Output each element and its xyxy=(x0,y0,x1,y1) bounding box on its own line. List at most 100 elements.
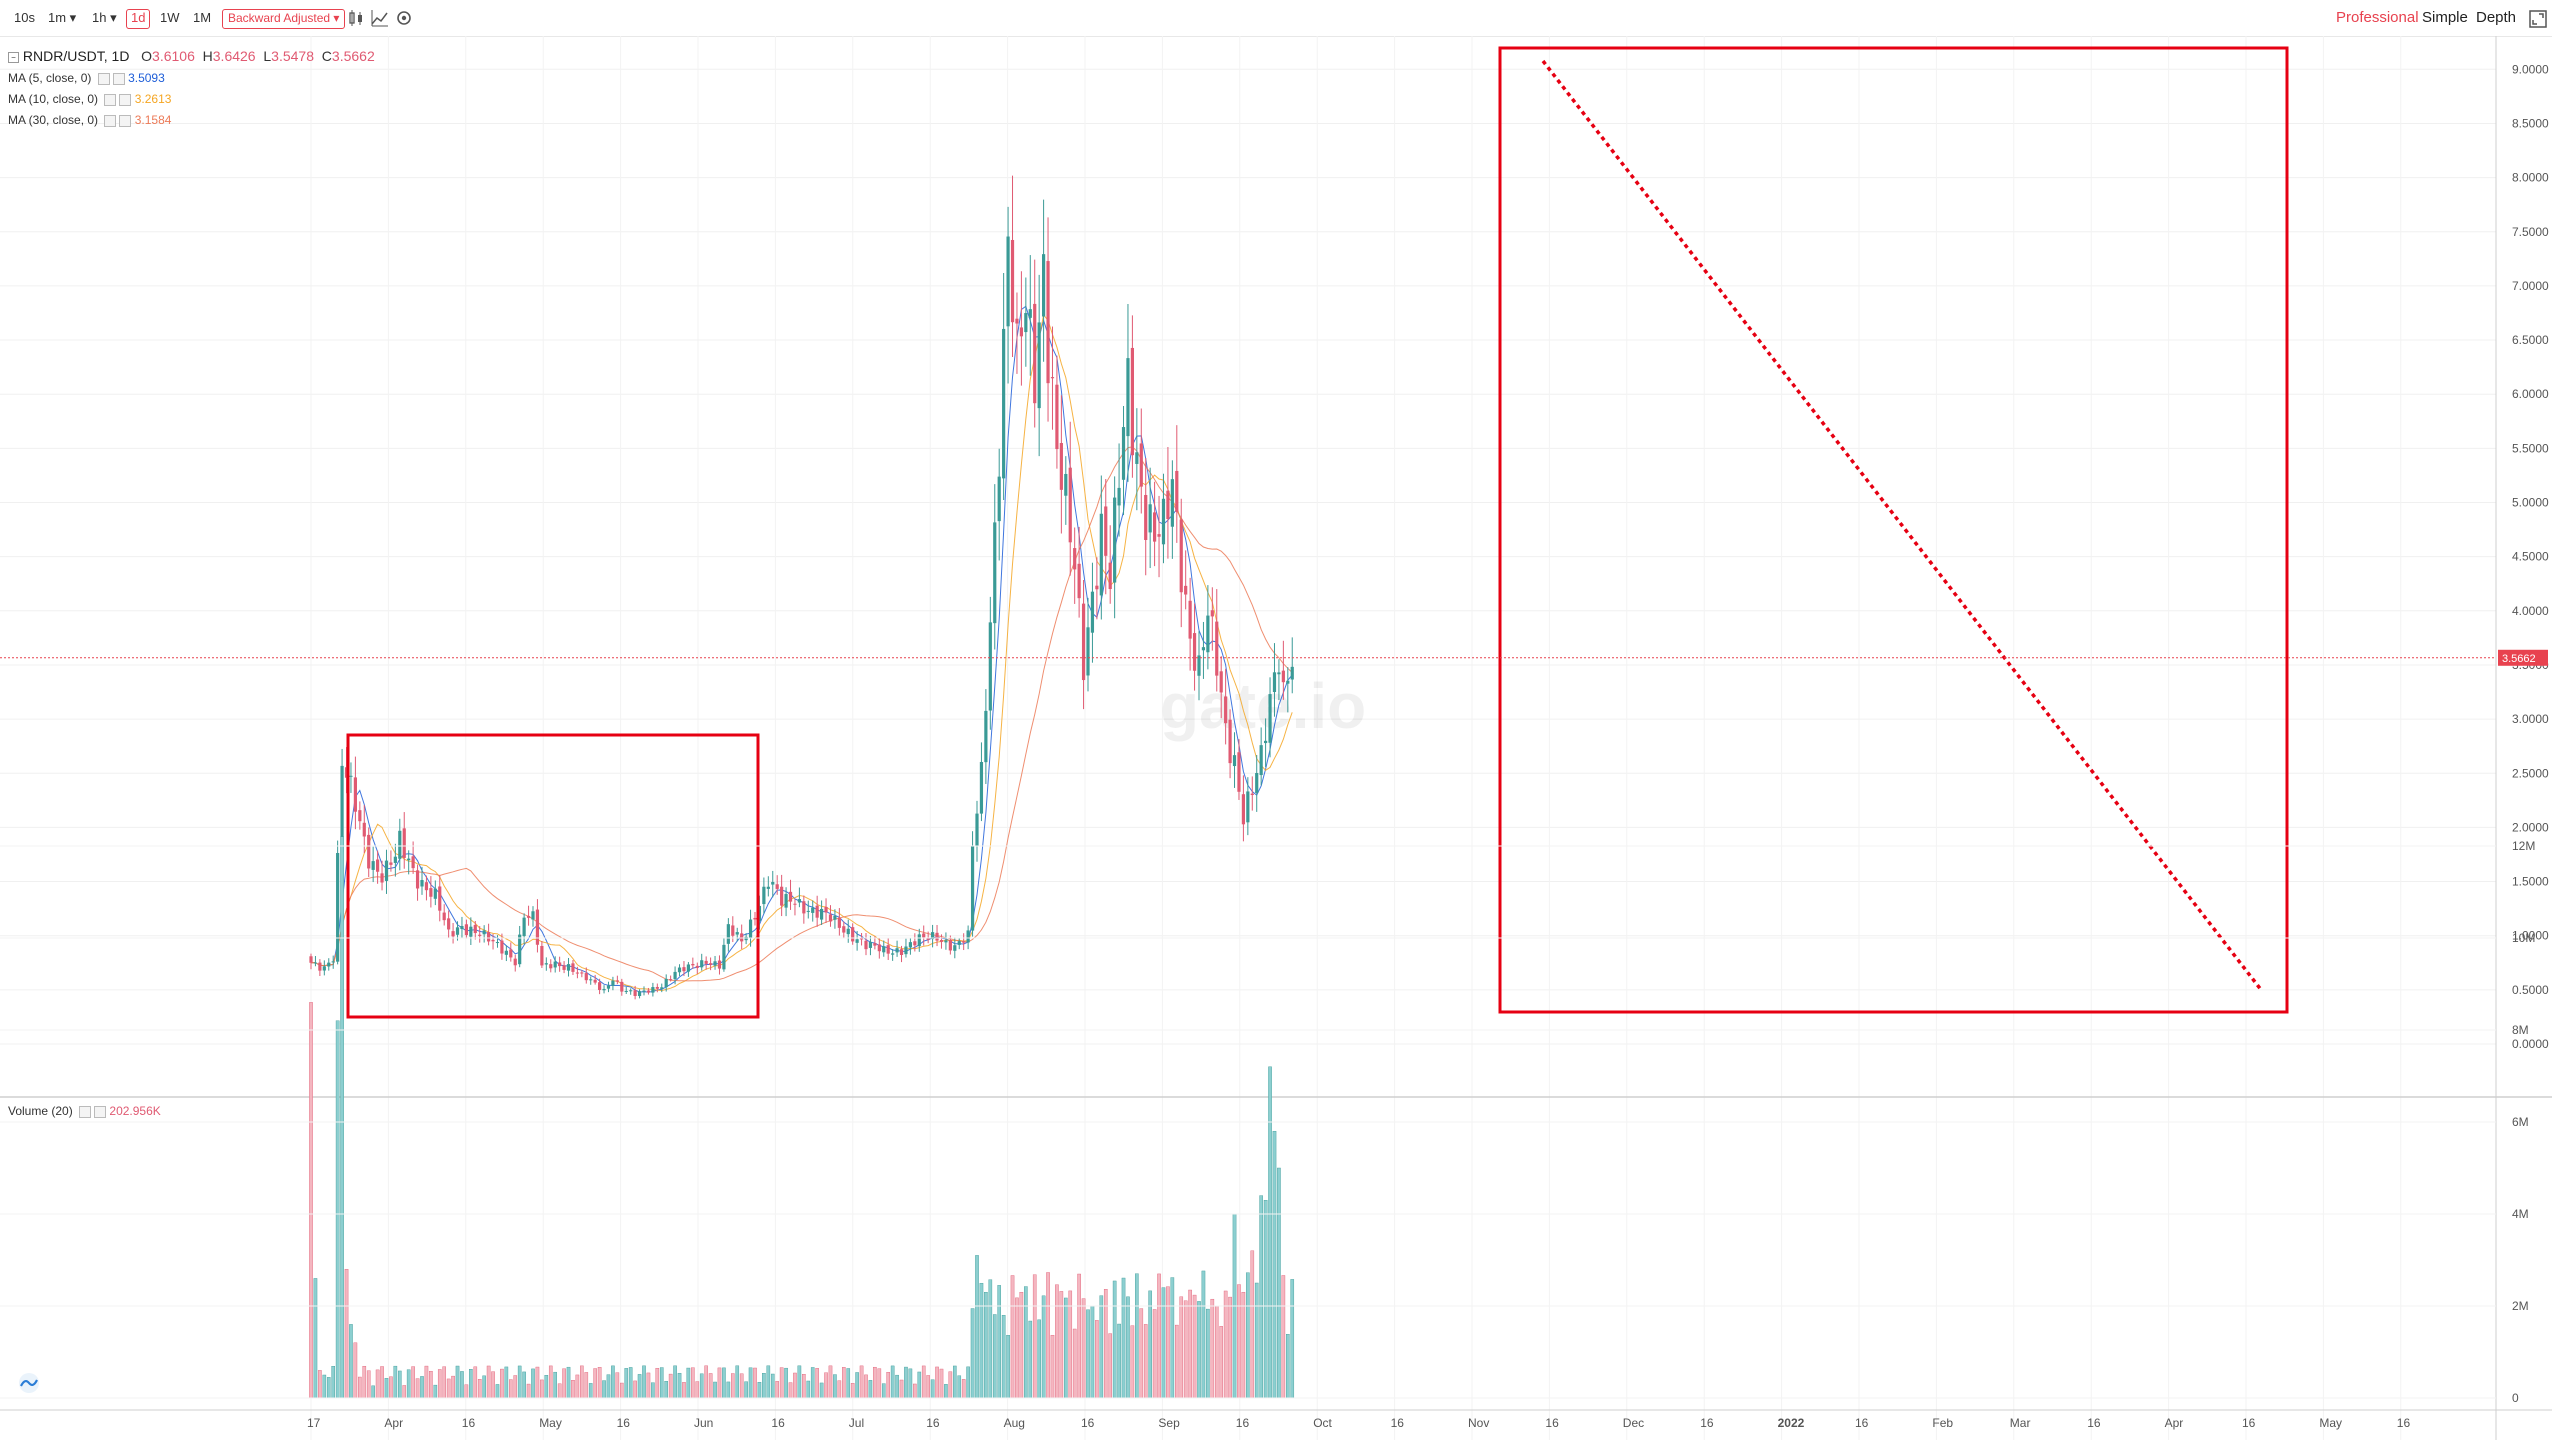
volume-bar xyxy=(1024,1286,1028,1399)
candle-body xyxy=(851,927,855,942)
candle-body xyxy=(709,963,713,965)
volume-bar xyxy=(460,1371,464,1399)
ma5-remove-icon[interactable] xyxy=(112,72,125,85)
volume-bar xyxy=(371,1385,375,1399)
volume-bar xyxy=(349,1324,353,1399)
view-depth[interactable]: Depth xyxy=(2476,9,2517,26)
candle-body xyxy=(695,965,699,968)
candle-body xyxy=(1215,621,1219,676)
adjust-dropdown[interactable]: Backward Adjusted ▾ xyxy=(222,9,346,29)
volume-bar xyxy=(881,1383,886,1399)
volume-remove-icon[interactable] xyxy=(94,1105,107,1118)
view-simple[interactable]: Simple xyxy=(2422,9,2468,26)
volume-bar xyxy=(846,1368,851,1399)
view-professional[interactable]: Professional xyxy=(2336,9,2419,26)
candle-body xyxy=(899,949,904,956)
volume-bar xyxy=(1117,1323,1121,1399)
volume-bar xyxy=(553,1371,557,1399)
volume-bar xyxy=(331,1366,336,1399)
volume-tick-label: 0 xyxy=(2512,1391,2519,1405)
collapse-icon[interactable]: − xyxy=(8,51,19,63)
volume-bar xyxy=(424,1365,429,1399)
volume-bar xyxy=(1112,1280,1117,1399)
candle-body xyxy=(744,936,748,941)
candle-body xyxy=(1281,670,1285,683)
volume-bar xyxy=(691,1367,695,1399)
volume-bar xyxy=(1206,1308,1210,1399)
time-tick-label: 16 xyxy=(771,1416,785,1430)
candle-body xyxy=(1255,773,1259,794)
volume-bar xyxy=(699,1373,704,1399)
volume-bar xyxy=(753,1367,757,1399)
candle-body xyxy=(615,980,619,982)
candle-body xyxy=(957,941,961,945)
volume-bar xyxy=(908,1368,913,1399)
volume-bar xyxy=(961,1379,966,1399)
candle-body xyxy=(336,852,340,962)
volume-bar xyxy=(1281,1275,1286,1399)
volume-bar xyxy=(389,1376,393,1399)
indicators-icon[interactable] xyxy=(371,9,389,27)
candle-body xyxy=(420,880,424,887)
ma5-label: MA (5, close, 0) xyxy=(8,71,92,85)
volume-bar xyxy=(1241,1291,1246,1399)
volume-bar xyxy=(886,1372,890,1399)
candle-body xyxy=(1055,384,1059,450)
candle-body xyxy=(1121,427,1126,480)
volume-settings-icon[interactable] xyxy=(79,1105,92,1118)
price-tick-label: 5.5000 xyxy=(2512,441,2549,455)
volume-axis: 12M 10M 8M 6M 4M 2M 0 xyxy=(0,839,2535,1405)
volume-bar xyxy=(1223,1290,1228,1399)
candle-body xyxy=(522,917,526,937)
ma30-remove-icon[interactable] xyxy=(119,114,132,127)
interval-1d[interactable]: 1d xyxy=(126,9,151,29)
interval-1w[interactable]: 1W xyxy=(160,10,180,25)
candle-body xyxy=(979,761,984,814)
time-tick-label: 16 xyxy=(462,1416,476,1430)
volume-bar xyxy=(1197,1301,1201,1399)
fullscreen-icon[interactable] xyxy=(2528,9,2548,29)
volume-bar xyxy=(309,1002,313,1399)
tradingview-logo-icon[interactable] xyxy=(16,1372,42,1394)
candle-body xyxy=(1153,512,1157,542)
volume-bar xyxy=(1001,1314,1006,1399)
volume-bar xyxy=(1072,1328,1077,1399)
volume-bar xyxy=(731,1373,735,1399)
volume-label: Volume (20) xyxy=(8,1104,73,1118)
interval-1m[interactable]: 1m ▾ xyxy=(48,10,77,25)
ma10-settings-icon[interactable] xyxy=(104,93,117,106)
volume-bar xyxy=(677,1372,682,1399)
candle-body xyxy=(1135,452,1139,464)
candle-body xyxy=(931,932,935,940)
ma5-settings-icon[interactable] xyxy=(97,72,110,85)
volume-bar xyxy=(1121,1277,1126,1399)
candle-body xyxy=(740,933,744,942)
candle-body xyxy=(1206,615,1210,653)
volume-bar xyxy=(602,1380,606,1399)
volume-bar xyxy=(557,1383,562,1399)
interval-1M[interactable]: 1M xyxy=(193,10,212,25)
time-tick-label: Feb xyxy=(1932,1416,1953,1430)
volume-bar xyxy=(482,1375,486,1399)
price-axis: 9.0000 8.5000 8.0000 7.5000 7.0000 6.5000 6.00… xyxy=(2512,62,2549,1051)
volume-bar xyxy=(815,1368,819,1399)
candle-body xyxy=(1117,487,1121,506)
candle-type-icon[interactable] xyxy=(347,9,365,27)
ma10-remove-icon[interactable] xyxy=(119,93,132,106)
ma30-settings-icon[interactable] xyxy=(104,114,117,127)
time-tick-label: May xyxy=(2319,1416,2342,1430)
candle-body xyxy=(651,987,655,993)
interval-1h[interactable]: 1h ▾ xyxy=(92,10,117,25)
price-chart[interactable]: gate.io 9.0000 8.5000 8.0000 7.5000 7.0000 6.… xyxy=(0,36,2552,1440)
settings-gear-icon[interactable] xyxy=(395,9,413,27)
candle-body xyxy=(726,924,730,944)
candle-body xyxy=(393,856,397,863)
symbol-name: RNDR/USDT, 1D xyxy=(22,48,130,64)
candle-body xyxy=(1166,490,1170,520)
volume-bar xyxy=(500,1368,504,1399)
interval-10s[interactable]: 10s xyxy=(14,10,35,25)
volume-bar xyxy=(1015,1297,1019,1399)
candle-body xyxy=(504,950,508,955)
candle-body xyxy=(1272,672,1277,693)
low-label: L xyxy=(263,48,272,64)
